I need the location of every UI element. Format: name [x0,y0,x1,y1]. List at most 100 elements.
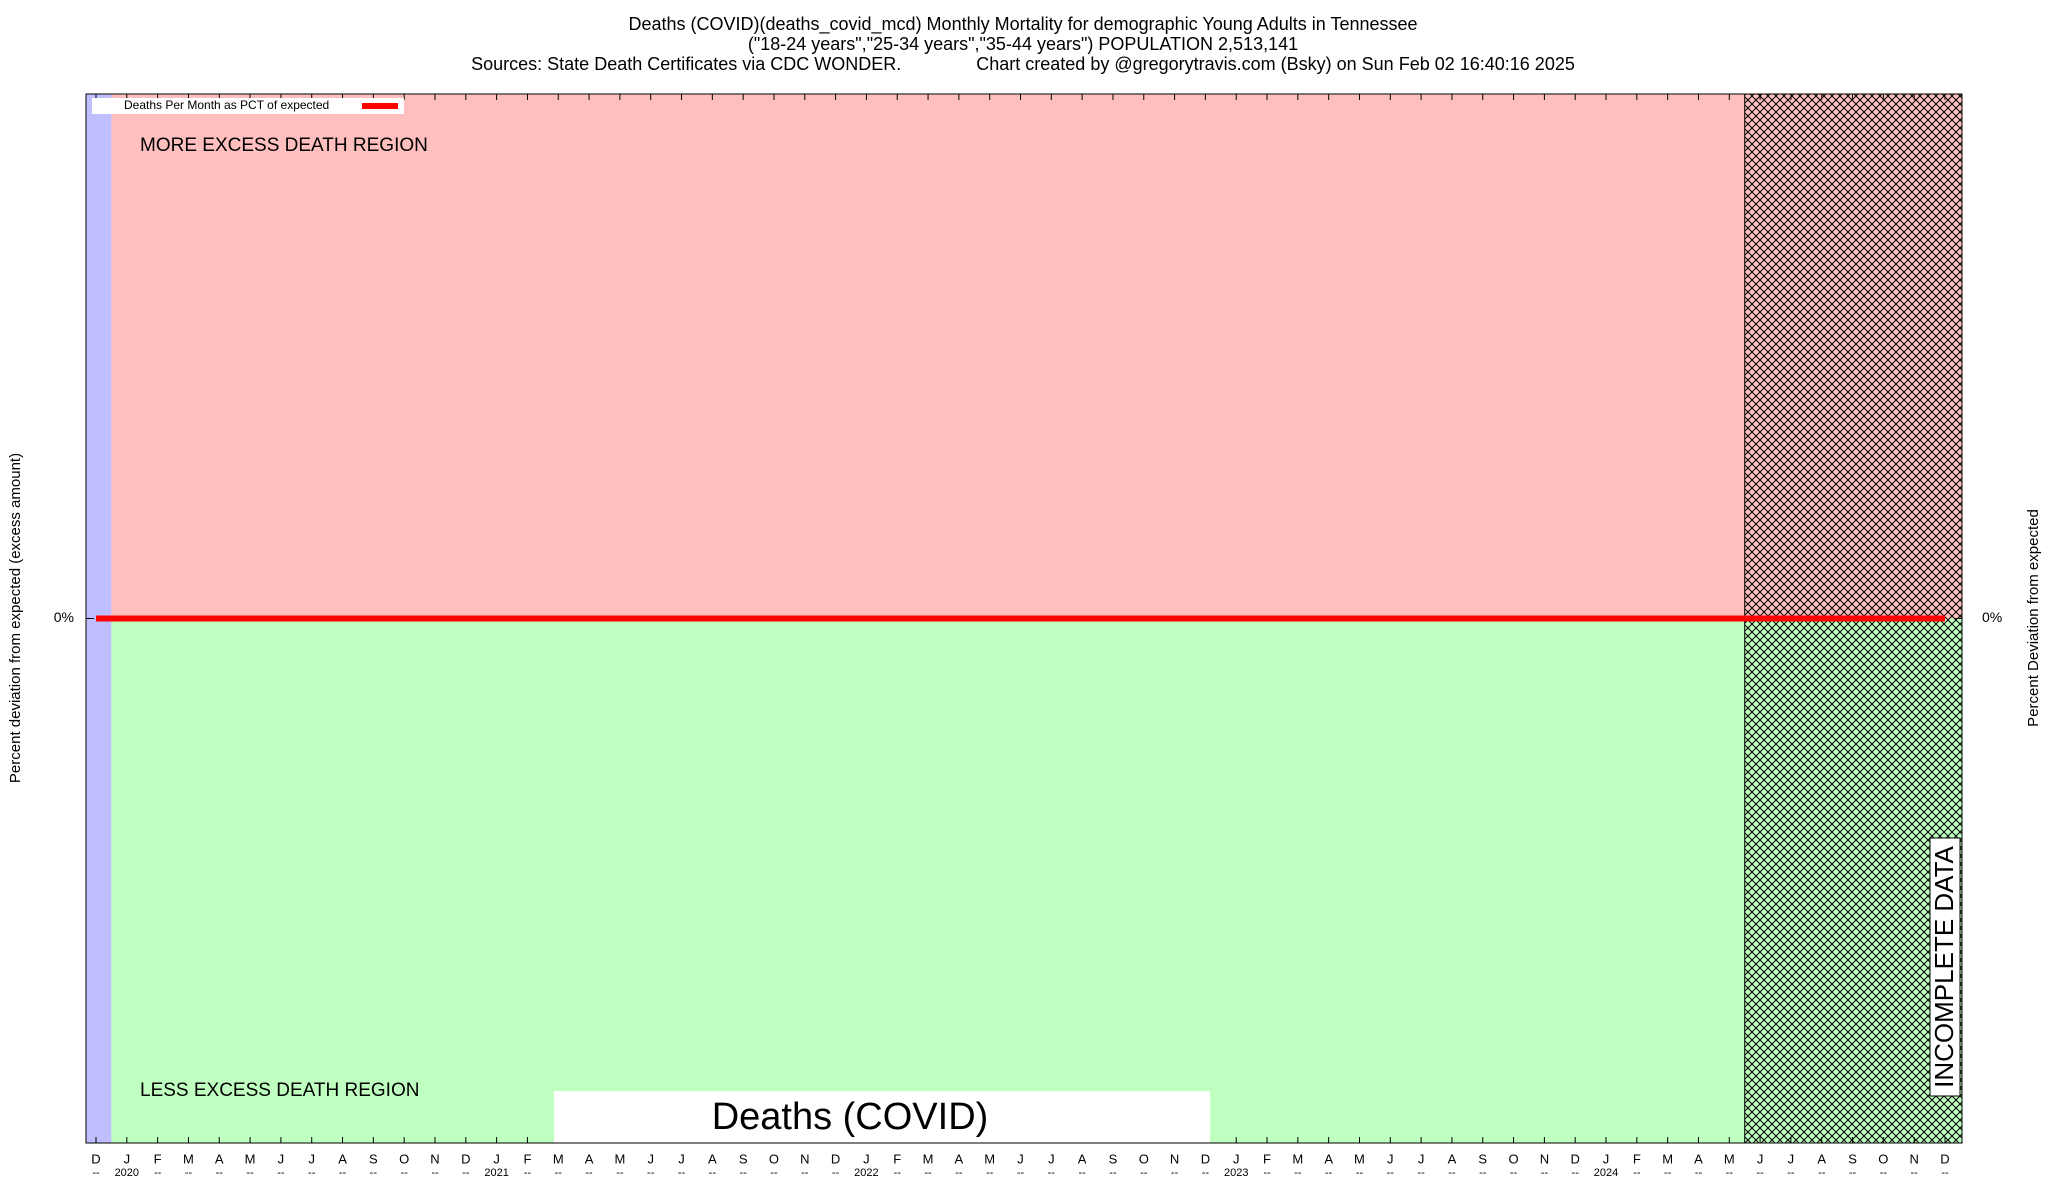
chart-subtitle: ("18-24 years","25-34 years","35-44 year… [748,34,1298,54]
x-tick-label: J [678,1151,685,1166]
x-tick-sublabel: -- [1541,1167,1549,1179]
y2-axis-label: Percent Deviation from expected [2025,509,2042,727]
label-box [554,1091,1210,1143]
x-tick-sublabel: -- [1078,1167,1086,1179]
x-tick-label: D [831,1151,840,1166]
x-tick-label: N [1540,1151,1549,1166]
x-tick-sublabel: -- [801,1167,809,1179]
x-tick-sublabel: -- [555,1167,563,1179]
x-tick-label: A [1448,1151,1457,1166]
x-tick-label: M [614,1151,625,1166]
x-tick-sublabel: -- [1294,1167,1302,1179]
x-tick-label: M [1292,1151,1303,1166]
x-tick-label: S [369,1151,378,1166]
x-tick-label: O [769,1151,779,1166]
x-tick-sublabel: -- [1417,1167,1425,1179]
x-tick-label: M [183,1151,194,1166]
x-tick-label: A [1324,1151,1333,1166]
x-tick-label: M [923,1151,934,1166]
x-tick-label: S [1478,1151,1487,1166]
chart-title: Deaths (COVID)(deaths_covid_mcd) Monthly… [628,14,1417,35]
x-tick-sublabel: -- [1479,1167,1487,1179]
x-tick-label: M [245,1151,256,1166]
y-axis-label: Percent deviation from expected (excess … [7,453,24,783]
x-tick-label: A [215,1151,224,1166]
x-tick-sublabel: -- [216,1167,224,1179]
x-tick-label: J [308,1151,315,1166]
x-tick-sublabel: -- [1140,1167,1148,1179]
x-tick-label: D [1201,1151,1210,1166]
x-tick-label: O [399,1151,409,1166]
x-tick-sublabel: -- [832,1167,840,1179]
x-tick-label: M [553,1151,564,1166]
x-tick-label: J [278,1151,285,1166]
x-tick-sublabel: 2022 [854,1167,878,1179]
x-tick-sublabel: -- [678,1167,686,1179]
x-tick-label: O [1509,1151,1519,1166]
x-tick-label: A [338,1151,347,1166]
x-tick-label: J [124,1151,131,1166]
x-tick-label: S [1109,1151,1118,1166]
x-tick-label: O [1878,1151,1888,1166]
x-tick-label: N [800,1151,809,1166]
excess-region [111,94,1963,619]
x-tick-label: F [154,1151,162,1166]
x-tick-sublabel: -- [1572,1167,1580,1179]
x-tick-sublabel: -- [370,1167,378,1179]
x-tick-sublabel: 2024 [1594,1167,1618,1179]
x-tick-sublabel: -- [1387,1167,1395,1179]
x-tick-label: J [1387,1151,1394,1166]
x-tick-label: F [523,1151,531,1166]
x-tick-label: F [893,1151,901,1166]
x-tick-label: J [1233,1151,1240,1166]
x-tick-sublabel: -- [524,1167,532,1179]
x-tick-label: N [1909,1151,1918,1166]
x-tick-sublabel: 2020 [115,1167,139,1179]
x-tick-label: J [1603,1151,1610,1166]
x-tick-sublabel: -- [1171,1167,1179,1179]
x-tick-sublabel: -- [1448,1167,1456,1179]
x-tick-sublabel: -- [1263,1167,1271,1179]
x-tick-label: M [984,1151,995,1166]
chart-subtitle: Sources: State Death Certificates via CD… [471,54,1575,74]
x-tick-sublabel: -- [1849,1167,1857,1179]
x-tick-sublabel: -- [1941,1167,1949,1179]
x-tick-sublabel: -- [1818,1167,1826,1179]
x-tick-label: A [585,1151,594,1166]
x-tick-sublabel: -- [154,1167,162,1179]
x-tick-sublabel: -- [1664,1167,1672,1179]
x-tick-sublabel: -- [339,1167,347,1179]
label-box [1929,837,1961,1097]
x-tick-sublabel: -- [1202,1167,1210,1179]
x-tick-sublabel: -- [1726,1167,1734,1179]
x-tick-label: D [1940,1151,1949,1166]
x-tick-sublabel: -- [1756,1167,1764,1179]
x-tick-label: J [647,1151,654,1166]
x-tick-sublabel: -- [1356,1167,1364,1179]
x-tick-label: J [863,1151,870,1166]
x-tick-sublabel: -- [1510,1167,1518,1179]
x-tick-label: D [91,1151,100,1166]
x-tick-sublabel: -- [401,1167,409,1179]
x-tick-label: M [1662,1151,1673,1166]
x-tick-sublabel: -- [1048,1167,1056,1179]
deficit-region [111,618,1963,1143]
x-tick-label: J [1788,1151,1795,1166]
x-tick-label: J [1017,1151,1024,1166]
x-tick-label: J [1418,1151,1425,1166]
x-tick-label: N [430,1151,439,1166]
x-tick-sublabel: -- [246,1167,254,1179]
x-tick-sublabel: -- [1880,1167,1888,1179]
region-label: LESS EXCESS DEATH REGION [140,1080,419,1101]
x-tick-label: M [1724,1151,1735,1166]
x-tick-sublabel: -- [955,1167,963,1179]
x-tick-sublabel: -- [1911,1167,1919,1179]
x-tick-label: M [1354,1151,1365,1166]
x-tick-label: D [1571,1151,1580,1166]
plot-frame [85,93,1963,1144]
x-tick-sublabel: 2021 [484,1167,508,1179]
x-tick-label: A [1694,1151,1703,1166]
x-tick-sublabel: -- [709,1167,717,1179]
x-tick-label: A [708,1151,717,1166]
